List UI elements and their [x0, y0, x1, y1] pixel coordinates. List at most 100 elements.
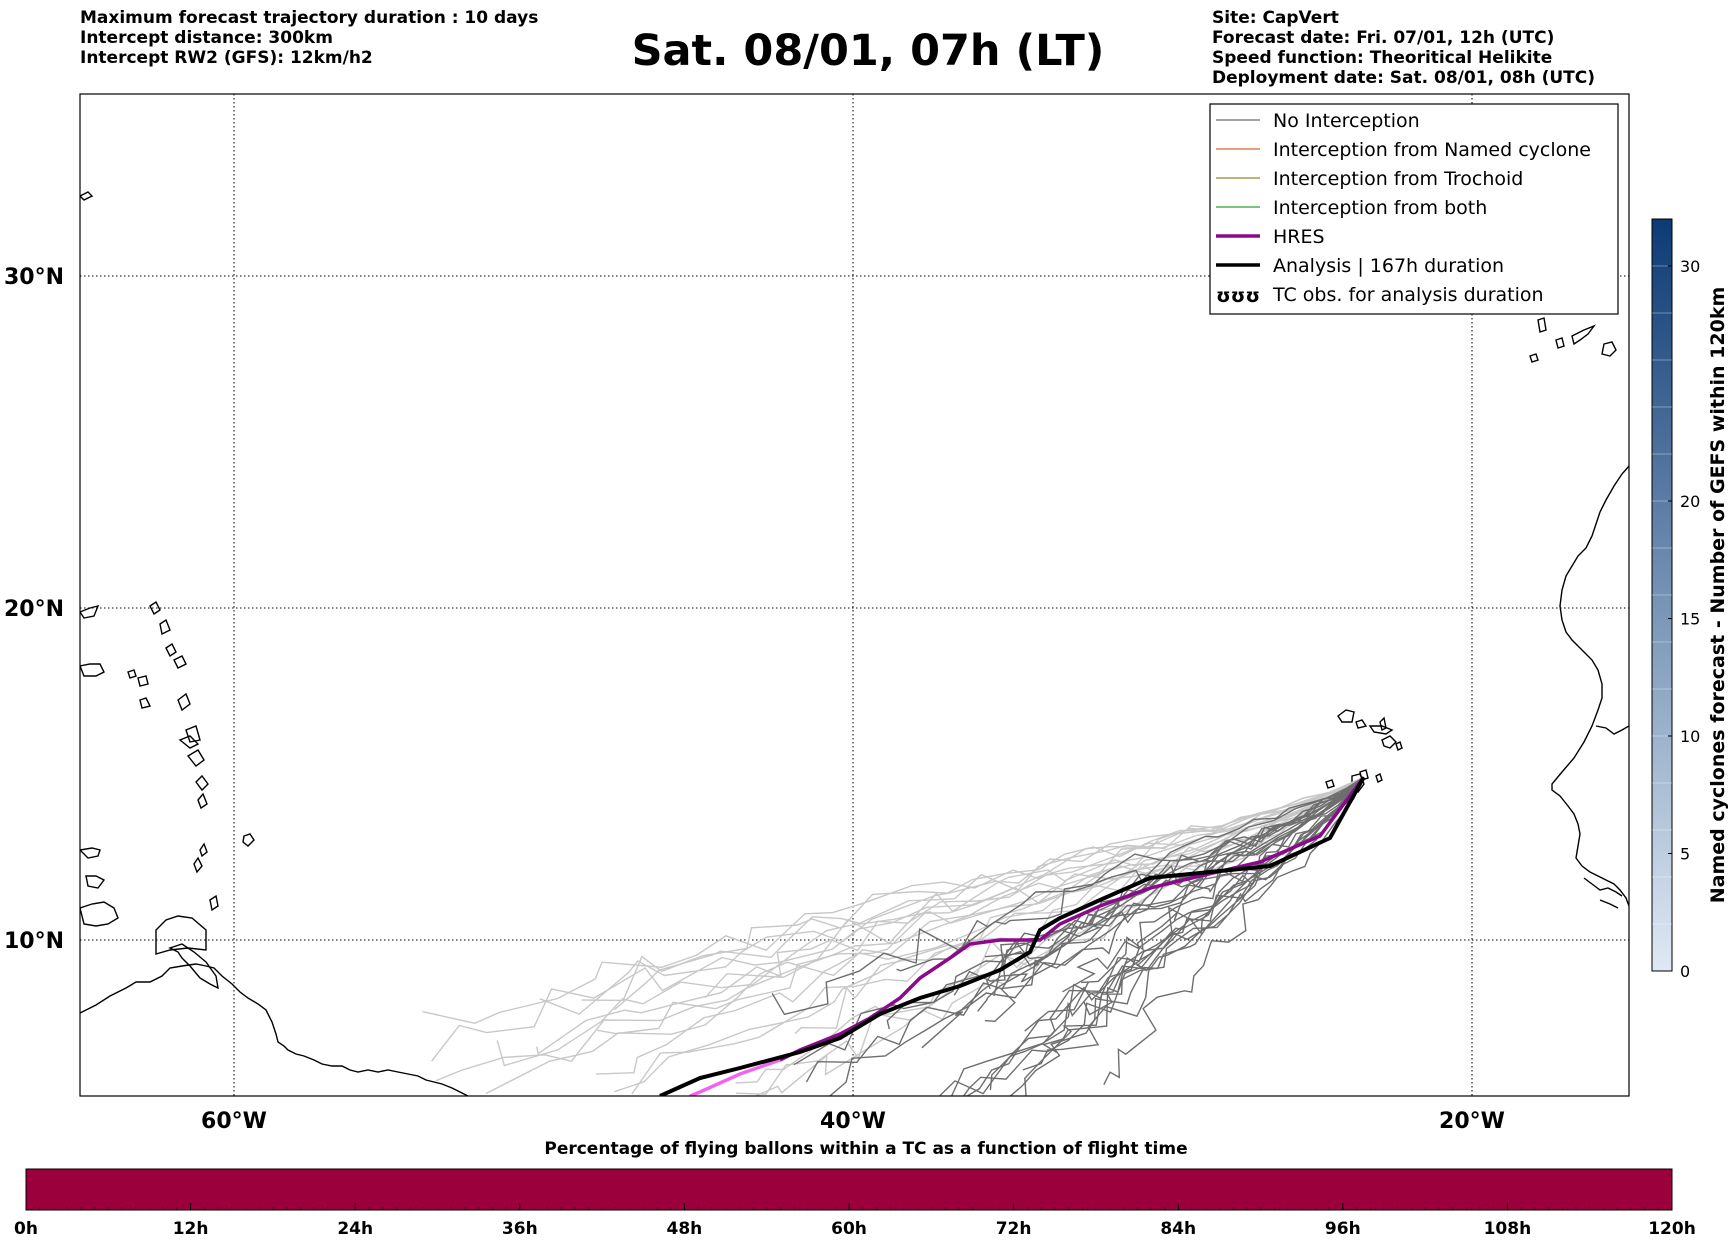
- legend-entry-named_cyclone: Interception from Named cyclone: [1216, 139, 1591, 161]
- canary-1: [1537, 317, 1547, 333]
- small-antilles-9: [178, 735, 200, 749]
- leeward-islands: [127, 600, 187, 709]
- speed-function-text: Speed function: Theoritical Helikite: [1212, 48, 1553, 68]
- tc-percentage-tick-label: 48h: [667, 1219, 703, 1239]
- ensemble-trajectory: [1024, 776, 1365, 1096]
- tc-obs-symbol: ʊʊʊ: [1216, 285, 1260, 307]
- trinidad: [155, 915, 207, 955]
- forecast-parameters: Maximum forecast trajectory duration : 1…: [80, 8, 538, 68]
- colorbar-tick-label: 5: [1680, 845, 1690, 864]
- ensemble-trajectory: [422, 776, 1364, 1025]
- tc-percentage-minor-ticks: [25, 1207, 1673, 1210]
- africa-coast-guinea: [1583, 725, 1629, 909]
- ensemble-trajectory: [485, 776, 1365, 1095]
- colorbar-tick-label: 30: [1680, 257, 1700, 276]
- tobago: [168, 943, 219, 990]
- ensemble-trajectory: [993, 776, 1365, 997]
- graticule: [80, 94, 1629, 1096]
- ensemble-trajectory: [435, 776, 1365, 1082]
- tc-percentage-tick-label: 24h: [337, 1219, 373, 1239]
- coastlines: [80, 191, 1629, 1096]
- tc-percentage-title: Percentage of flying ballons within a TC…: [544, 1139, 1187, 1159]
- legend-entry-both: Interception from both: [1216, 197, 1487, 219]
- ensemble-trajectory: [771, 776, 1365, 1016]
- ensemble-trajectory: [1024, 776, 1365, 1032]
- longitude-label: 60°W: [201, 1109, 267, 1134]
- tc-percentage-tick-label: 60h: [831, 1219, 867, 1239]
- site-text: Site: CapVert: [1212, 8, 1339, 28]
- colorbar-label: Named cyclones forecast - Number of GEFS…: [1707, 287, 1729, 904]
- tc-percentage-tick-label: 36h: [502, 1219, 538, 1239]
- intercept-rw2-text: Intercept RW2 (GFS): 12km/h2: [80, 48, 373, 68]
- analysis-trajectory: [659, 776, 1366, 1096]
- tc-percentage-bar: Percentage of flying ballons within a TC…: [14, 1139, 1696, 1239]
- tc-percentage-ticks: 0h 12h 24h 36h 48h 60h 72h 84h 96h 108h 120h: [14, 1203, 1696, 1239]
- map-title-text: Sat. 08/01, 07h (LT): [631, 26, 1105, 76]
- forecast-date-text: Forecast date: Fri. 07/01, 12h (UTC): [1212, 28, 1555, 48]
- legend-entry-analysis: Analysis | 167h duration: [1216, 255, 1504, 277]
- small-antilles-7: [185, 725, 201, 743]
- legend-entry-tc_obs: ʊʊʊ TC obs. for analysis duration: [1216, 284, 1544, 307]
- intercept-distance-text: Intercept distance: 300km: [80, 28, 333, 48]
- legend-entry-trochoid: Interception from Trochoid: [1216, 168, 1523, 190]
- ensemble-trajectory: [896, 776, 1365, 972]
- tc-percentage-tick-label: 84h: [1160, 1219, 1196, 1239]
- latitude-label: 10°N: [4, 929, 64, 954]
- legend-label: Interception from Named cyclone: [1273, 139, 1591, 161]
- south-america-northern-cape: [80, 901, 119, 927]
- map-title: Sat. 08/01, 07h (LT): [0, 26, 1732, 76]
- latitude-label: 20°N: [4, 597, 64, 622]
- map-frame: [79, 93, 1630, 1097]
- ensemble-trajectory: [828, 776, 1365, 1096]
- longitude-label: 20°W: [1439, 1109, 1505, 1134]
- legend-entry-hres: HRES: [1216, 226, 1325, 248]
- colorbar-tick-label: 15: [1680, 610, 1700, 629]
- tc-percentage-tick-label: 96h: [1325, 1219, 1361, 1239]
- colorbar: 0 5 10 15 20 30 Named cyclones forecast - Num…: [1651, 218, 1729, 981]
- cape-verde-sal: [1379, 716, 1387, 732]
- canary-2: [1555, 337, 1565, 349]
- legend-label: HRES: [1273, 226, 1325, 248]
- ensemble-trajectory: [977, 776, 1365, 1012]
- ensemble-trajectory: [614, 776, 1365, 1093]
- canary-5: [1529, 353, 1539, 363]
- small-antilles-6: [186, 749, 205, 767]
- canary-4: [1601, 341, 1617, 357]
- greater-antilles-bit: [80, 847, 106, 889]
- legend-label: Analysis | 167h duration: [1273, 255, 1504, 277]
- tc-percentage-tick-label: 12h: [173, 1219, 209, 1239]
- cape-verde-fogo: [1325, 779, 1335, 789]
- legend-box: [1209, 103, 1619, 315]
- ensemble-trajectory: [536, 776, 1365, 1055]
- colorbar-tick-label: 10: [1680, 727, 1700, 746]
- tc-percentage-tick-label: 108h: [1484, 1219, 1532, 1239]
- legend: No Interception Interception from Named c…: [1209, 103, 1619, 315]
- legend-label: Interception from Trochoid: [1273, 168, 1523, 190]
- deployment-date-text: Deployment date: Sat. 08/01, 08h (UTC): [1212, 68, 1596, 88]
- tc-percentage-tick-label: 0h: [14, 1219, 38, 1239]
- cape-verde-boa-vista: [1381, 735, 1397, 749]
- small-antilles-3: [199, 842, 208, 858]
- canary-3: [1571, 324, 1597, 346]
- ensemble-trajectory: [805, 776, 1365, 1083]
- small-antilles-1: [193, 856, 203, 874]
- ensemble-trajectory: [989, 776, 1365, 1091]
- hres-future-trajectory: [689, 1058, 781, 1096]
- latitude-labels: 30°N 20°N 10°N: [4, 265, 64, 954]
- ensemble-trajectory: [986, 776, 1365, 990]
- cape-verde-santo-antao: [1337, 709, 1355, 723]
- map-area[interactable]: [80, 94, 1629, 1141]
- small-antilles-8: [177, 692, 191, 712]
- small-antilles-4: [197, 792, 208, 810]
- colorbar-gradient: [1651, 218, 1673, 972]
- legend-label: Interception from both: [1273, 197, 1487, 219]
- max-duration-text: Maximum forecast trajectory duration : 1…: [80, 8, 539, 28]
- legend-label: TC obs. for analysis duration: [1272, 284, 1544, 306]
- cape-verde-sao-vicente: [1355, 719, 1368, 729]
- longitude-labels: 60°W 40°W 20°W: [201, 1109, 1505, 1134]
- colorbar-tick-label: 20: [1680, 492, 1700, 511]
- colorbar-tick-label: 0: [1680, 962, 1690, 981]
- puerto-rico: [80, 604, 105, 677]
- site-info: Site: CapVert Forecast date: Fri. 07/01,…: [1212, 8, 1595, 88]
